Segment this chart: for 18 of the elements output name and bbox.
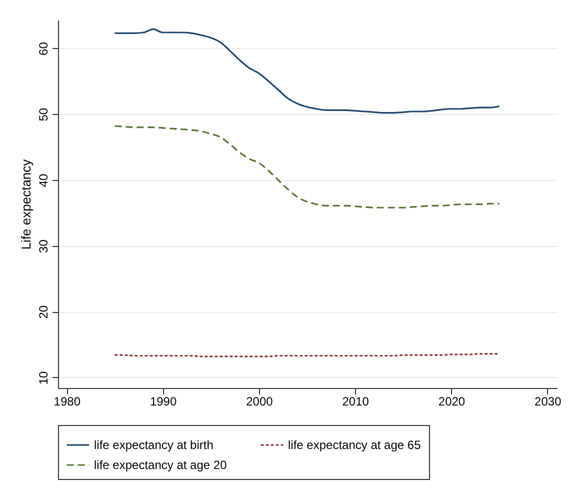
line-series [114, 28, 500, 114]
y-tick-label: 10 [36, 370, 50, 385]
y-tick-label: 30 [36, 239, 50, 253]
y-tick-label: 20 [36, 305, 50, 319]
x-tick-label: 1990 [150, 394, 177, 408]
y-tick-label: 40 [36, 173, 50, 188]
x-tick-label: 2020 [438, 394, 466, 408]
line-series [114, 125, 500, 208]
y-axis-title: Life expectancy [18, 158, 34, 250]
y-tick-label: 60 [36, 42, 50, 56]
x-tick-label: 2000 [246, 394, 274, 408]
y-tick-label: 50 [36, 108, 50, 122]
legend-label: life expectancy at birth [94, 438, 214, 452]
legend-label: life expectancy at age 65 [288, 438, 422, 452]
x-tick-label: 1980 [54, 394, 81, 408]
x-tick-label: 2010 [342, 394, 370, 408]
x-tick-label: 2030 [534, 394, 562, 408]
legend-label: life expectancy at age 20 [94, 458, 228, 472]
